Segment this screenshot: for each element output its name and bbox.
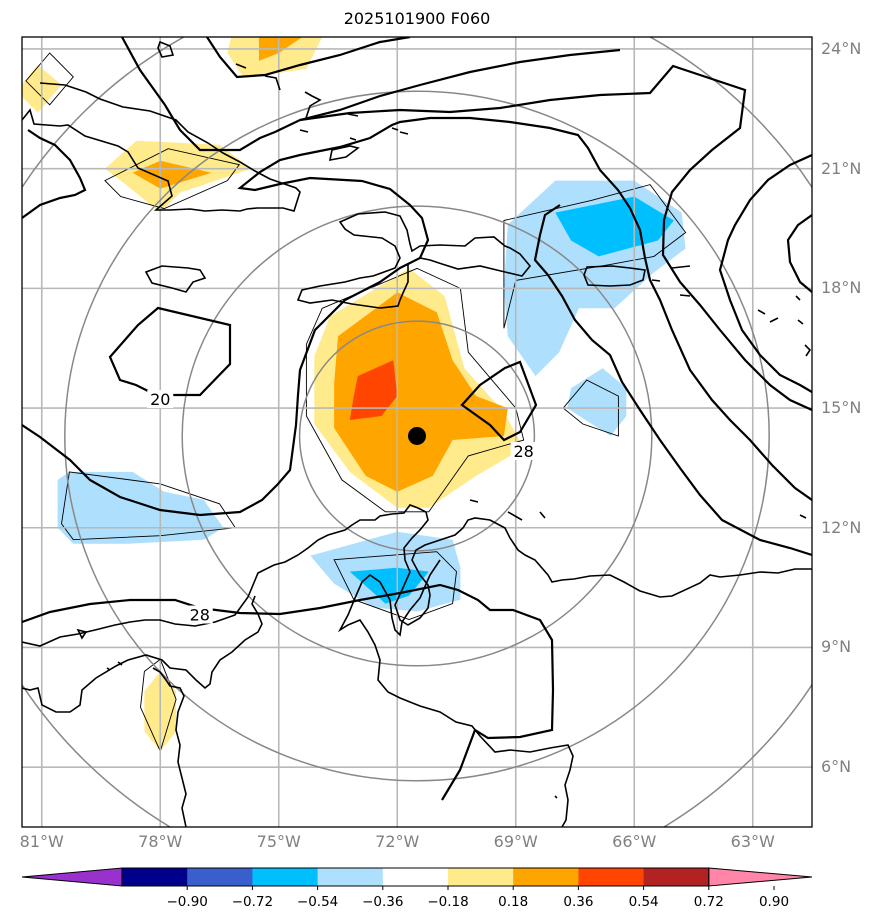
lon-label: 78°W — [138, 832, 183, 851]
colorbar-tick-label: 0.54 — [628, 894, 659, 910]
shaded-region-lightblue-east — [567, 368, 627, 436]
contour-label-bg — [186, 605, 213, 624]
contour-east-2 — [718, 153, 812, 393]
shaded-field — [22, 37, 686, 752]
contour-top-2 — [206, 37, 411, 79]
coast-bahamas — [157, 40, 409, 162]
coast-central-america — [22, 595, 263, 713]
contour-labels: 20 28 28 — [147, 390, 537, 625]
shaded-region-lightblue-west — [57, 471, 224, 544]
colorbar-extend-min — [21, 867, 123, 887]
range-ring — [298, 320, 536, 552]
lat-label: 6°N — [821, 757, 852, 777]
range-ring — [64, 90, 770, 782]
colorbar-segment — [187, 868, 253, 886]
thin-contour — [503, 184, 687, 329]
lon-label: 75°W — [256, 832, 301, 851]
colorbar-segment — [122, 868, 188, 886]
colorbar-tick-label: −0.36 — [362, 894, 404, 910]
coast-panama-island — [76, 628, 123, 671]
lat-label: 12°N — [821, 517, 862, 537]
coast-hispaniola — [296, 211, 532, 309]
lon-label: 69°W — [493, 832, 538, 851]
storm-center-marker — [408, 426, 426, 445]
colorbar-tick-label: 0.36 — [563, 894, 594, 910]
colorbar-outline — [121, 867, 710, 887]
contour-28-loop — [460, 360, 538, 442]
colorbar-segment — [382, 868, 449, 886]
lat-label: 18°N — [821, 278, 862, 298]
coast-cuba — [22, 82, 301, 212]
thin-contour — [562, 379, 619, 437]
coast-venezuela-interior — [337, 559, 574, 827]
shaded-region-blue-pr — [555, 196, 674, 257]
shaded-region-yellow-bahamas — [227, 37, 323, 77]
contour-label: 28 — [190, 606, 210, 625]
map-frame — [21, 36, 813, 828]
thin-contour — [104, 148, 241, 210]
shaded-region-red-center — [349, 360, 398, 420]
colorbar-tick-label: −0.18 — [427, 894, 469, 910]
lat-label: 24°N — [821, 38, 862, 58]
colorbar-segment — [578, 868, 645, 886]
shaded-region-orange-cuba — [132, 160, 212, 189]
colorbar-segment — [513, 868, 579, 886]
colorbar-tick-label: −0.54 — [296, 894, 339, 910]
thin-contour — [140, 658, 177, 753]
contour-upper — [22, 129, 87, 219]
coast-jamaica — [144, 265, 207, 293]
lon-label: 81°W — [19, 832, 64, 851]
colorbar-tick-label: 0.90 — [758, 894, 790, 910]
contour-label-bg — [510, 441, 537, 460]
coast-south-america — [22, 504, 812, 647]
shaded-region-orange-center — [334, 292, 508, 492]
thin-contour — [61, 471, 237, 541]
colorbar-extend-max — [708, 867, 813, 887]
lon-label: 66°W — [612, 832, 657, 851]
graticule — [22, 37, 812, 827]
colorbar-segment — [448, 868, 514, 886]
contour-label: 20 — [150, 390, 170, 409]
thick-contours — [22, 37, 812, 801]
contour-20-loop — [108, 306, 232, 397]
lat-label: 15°N — [821, 398, 862, 418]
colorbar-segment — [252, 868, 319, 886]
contour-east-3 — [786, 214, 812, 293]
contour-top-1 — [121, 37, 621, 152]
colorbar-tick-label: 0.72 — [693, 894, 724, 910]
contour-top-3 — [299, 64, 812, 412]
coast-panama-colombia — [152, 667, 187, 827]
colorbar-tick-label: 0.18 — [498, 894, 529, 910]
range-rings — [22, 37, 812, 827]
colorbar-tick-label: −0.90 — [166, 894, 208, 910]
coast-puerto-rico — [583, 265, 646, 287]
colorbar-tick-label: −0.72 — [231, 894, 274, 910]
coastlines — [22, 40, 812, 827]
lat-label: 21°N — [821, 158, 862, 178]
range-ring — [181, 205, 653, 667]
colorbar-segment — [317, 868, 384, 886]
coast-islands — [469, 265, 812, 799]
map-title: 2025101900 F060 — [343, 9, 491, 28]
colorbar — [21, 867, 813, 890]
contour-28-south — [22, 583, 555, 801]
contour-28-long — [22, 116, 812, 517]
contour-label: 28 — [513, 442, 533, 461]
contour-east-1 — [533, 204, 812, 557]
lat-label: 9°N — [821, 637, 852, 657]
lon-label: 63°W — [730, 832, 775, 851]
contour-label-bg — [147, 390, 174, 409]
colorbar-segment — [643, 868, 710, 886]
lon-label: 72°W — [375, 832, 420, 851]
shaded-region-blue-south — [349, 567, 429, 604]
